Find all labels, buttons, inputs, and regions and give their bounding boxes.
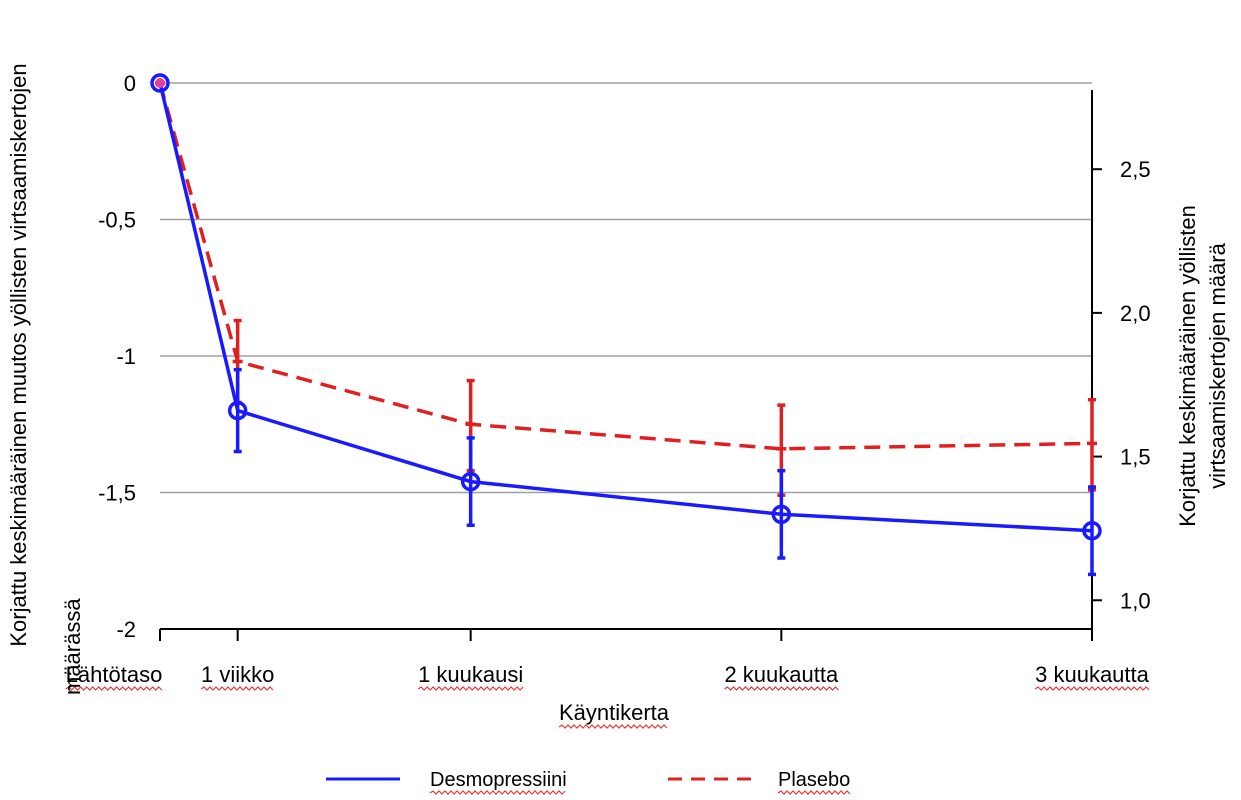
left-y-axis-title: Korjattu keskimääräinen muutos yöllisten…: [6, 63, 85, 695]
point-desmopressiini-3: [771, 504, 792, 525]
x-tick-label-underline-3: [724, 686, 839, 691]
right-y-ticks: 2,5 2,0 1,5 1,0: [1092, 157, 1151, 613]
right-y-axis-title: Korjattu keskimääräinen yöllisten virtsa…: [1175, 205, 1230, 527]
x-ticks: Lähtötaso 1 viikko 1 kuukausi 2 kuukautta 3 …: [65, 629, 1150, 691]
series-desmopressiini: [150, 73, 1102, 577]
point-desmopressiini-2: [460, 471, 481, 492]
right-y-axis-title-line-1: Korjattu keskimääräinen yöllisten: [1175, 205, 1200, 527]
x-tick-label-underline-2: [417, 686, 524, 691]
left-y-tick-label-2: -1: [116, 344, 136, 369]
x-tick-label-underline-0: [65, 686, 163, 691]
x-tick-label-2: 1 kuukausi: [418, 662, 523, 687]
series-plasebo: [155, 81, 1097, 497]
x-axis-title: Käyntikerta: [559, 700, 670, 725]
legend-label-underline-0: [429, 790, 566, 795]
legend-label-underline-1: [777, 790, 851, 795]
x-tick-label-underline-4: [1034, 686, 1150, 691]
left-y-tick-label-0: 0: [124, 71, 136, 96]
right-y-tick-label-0: 2,5: [1120, 157, 1151, 182]
baseline-point-fill: [155, 78, 165, 88]
point-desmopressiini-1: [227, 400, 248, 421]
grid-lines: [160, 82, 1092, 494]
x-axis-title-underline: [558, 724, 668, 729]
legend-label-plasebo: Plasebo: [778, 769, 850, 791]
left-y-ticks: 0 -0,5 -1 -1,5 -2: [98, 71, 136, 642]
x-tick-label-3: 2 kuukautta: [724, 662, 839, 687]
right-y-tick-label-3: 1,0: [1120, 588, 1151, 613]
left-y-axis-title-line-2: määrässä: [60, 598, 85, 695]
x-tick-label-4: 3 kuukautta: [1035, 662, 1150, 687]
left-y-tick-label-4: -2: [116, 617, 136, 642]
right-y-axis-title-line-2: virtsaamiskertojen määrä: [1205, 242, 1230, 489]
series-layer: [150, 73, 1102, 577]
x-tick-label-0: Lähtötaso: [66, 662, 163, 687]
x-tick-label-1: 1 viikko: [201, 662, 274, 687]
legend: Desmopressiini Plasebo: [326, 769, 851, 795]
point-desmopressiini-4: [1082, 520, 1102, 541]
left-y-tick-label-1: -0,5: [98, 208, 136, 233]
left-y-tick-label-3: -1,5: [98, 481, 136, 506]
point-desmopressiini-0: [150, 73, 170, 93]
legend-label-desmopressiini: Desmopressiini: [430, 769, 567, 791]
right-y-tick-label-2: 1,5: [1120, 445, 1151, 470]
left-y-axis-title-line-1: Korjattu keskimääräinen muutos yöllisten…: [6, 63, 31, 646]
axes: [160, 90, 1093, 630]
series-line-plasebo: [158, 82, 1093, 451]
series-line-desmopressiini: [158, 82, 1093, 533]
right-y-tick-label-1: 2,0: [1120, 301, 1151, 326]
x-tick-label-underline-1: [200, 686, 274, 691]
